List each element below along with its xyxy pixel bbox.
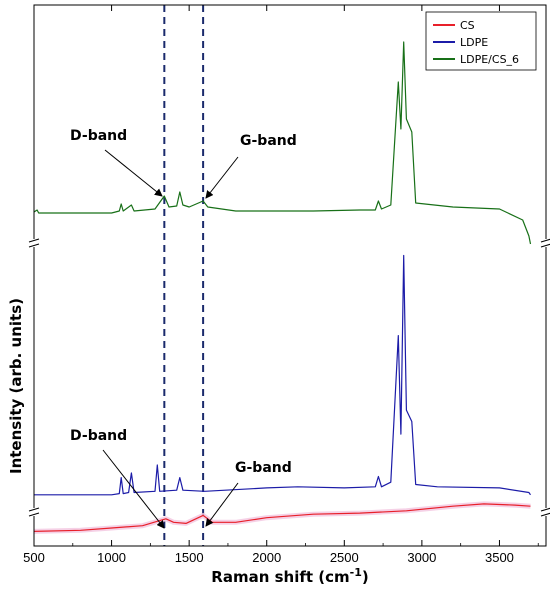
x-axis-label: Raman shift (cm	[211, 568, 349, 586]
legend-entry-label: CS	[460, 19, 475, 32]
series-cs-halo	[33, 501, 531, 534]
annotation-arrow	[205, 482, 239, 527]
x-tick-label: 500	[23, 550, 45, 565]
axis-break-mark	[28, 512, 40, 517]
axis-break-mark	[540, 507, 550, 512]
axis-break-gap	[542, 508, 550, 516]
annotation-label: D-band	[70, 428, 127, 444]
axis-break-mark	[540, 512, 550, 517]
axis-break-mark	[28, 243, 40, 248]
axis-break-gap	[30, 508, 38, 516]
x-tick-label: 1500	[175, 550, 204, 565]
series-line-ldpe-cs-6	[33, 41, 532, 245]
y-axis-title: Intensity (arb. units)	[7, 298, 25, 474]
annotation-label: D-band	[70, 128, 127, 144]
annotations: D-band G-band D-band G-band	[70, 128, 297, 529]
axis-break-mark	[28, 507, 40, 512]
x-tick-label: 2000	[252, 550, 281, 565]
plot-frame	[33, 4, 547, 547]
x-tick-label: 3000	[407, 550, 436, 565]
series-lines	[33, 41, 532, 534]
axes: 500 1000 1500 2000 2500 3000 3500	[23, 4, 550, 565]
axis-break-mark	[28, 238, 40, 243]
annotation-label: G-band	[240, 133, 297, 149]
x-axis-label-close: )	[362, 568, 369, 586]
annotation-label: G-band	[235, 460, 292, 476]
axis-break-mark	[540, 238, 550, 243]
annotation-arrow	[102, 449, 165, 529]
legend-entry-label: LDPE/CS_6	[460, 53, 519, 66]
x-tick-label: 1000	[97, 550, 126, 565]
x-axis-label-superscript: -1	[350, 566, 362, 579]
x-tick-label: 2500	[330, 550, 359, 565]
axis-break-mark	[540, 243, 550, 248]
series-line-ldpe	[34, 254, 531, 496]
axis-break-gap	[30, 239, 38, 247]
annotation-arrow	[104, 149, 163, 197]
axis-break-gap	[542, 239, 550, 247]
x-tick-label: 3500	[485, 550, 514, 565]
legend-entry-label: LDPE	[460, 36, 488, 49]
x-axis-title: Raman shift (cm-1)	[211, 566, 368, 586]
legend: CS LDPE LDPE/CS_6	[425, 11, 537, 71]
reference-lines	[163, 5, 205, 546]
annotation-arrow	[205, 156, 239, 199]
